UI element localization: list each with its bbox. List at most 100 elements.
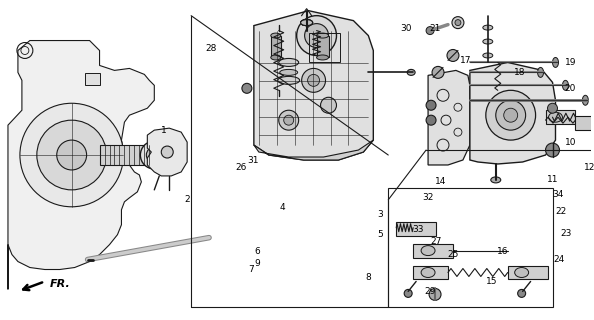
Circle shape xyxy=(321,97,336,113)
Text: 25: 25 xyxy=(447,250,459,259)
Ellipse shape xyxy=(421,246,435,256)
Text: 1: 1 xyxy=(162,126,167,135)
Circle shape xyxy=(20,103,124,207)
Ellipse shape xyxy=(271,55,281,60)
Circle shape xyxy=(429,288,441,300)
Text: 9: 9 xyxy=(254,259,260,268)
Circle shape xyxy=(279,110,299,130)
Text: 32: 32 xyxy=(422,193,434,202)
Text: 27: 27 xyxy=(430,237,442,246)
Circle shape xyxy=(426,27,434,35)
Polygon shape xyxy=(428,70,470,165)
Ellipse shape xyxy=(279,59,299,67)
Bar xyxy=(309,33,340,62)
Text: 8: 8 xyxy=(365,273,371,282)
Polygon shape xyxy=(254,140,373,160)
Text: 11: 11 xyxy=(546,175,558,184)
Circle shape xyxy=(296,16,336,55)
Text: 7: 7 xyxy=(248,265,254,274)
Circle shape xyxy=(284,115,293,125)
Text: 14: 14 xyxy=(435,177,447,187)
Text: 34: 34 xyxy=(552,190,563,199)
Ellipse shape xyxy=(271,33,281,38)
Polygon shape xyxy=(470,62,555,164)
Circle shape xyxy=(162,146,173,158)
Circle shape xyxy=(305,24,328,47)
Text: FR.: FR. xyxy=(50,279,71,289)
Circle shape xyxy=(37,120,106,190)
Circle shape xyxy=(496,100,526,130)
Ellipse shape xyxy=(301,20,312,26)
Text: 31: 31 xyxy=(247,156,258,164)
Text: 21: 21 xyxy=(429,24,441,33)
Ellipse shape xyxy=(483,53,493,58)
Text: 28: 28 xyxy=(206,44,217,53)
Polygon shape xyxy=(8,41,154,289)
Bar xyxy=(396,222,436,236)
Text: 2: 2 xyxy=(184,195,190,204)
Text: 12: 12 xyxy=(584,164,594,172)
Bar xyxy=(84,73,100,85)
Text: 24: 24 xyxy=(554,255,565,264)
Circle shape xyxy=(242,83,252,93)
Circle shape xyxy=(517,289,526,297)
Ellipse shape xyxy=(582,95,588,105)
Circle shape xyxy=(140,141,168,169)
Bar xyxy=(413,244,453,258)
Circle shape xyxy=(504,108,517,122)
Circle shape xyxy=(308,74,320,86)
Text: 20: 20 xyxy=(565,84,576,93)
Bar xyxy=(388,188,552,307)
Ellipse shape xyxy=(548,112,563,122)
Polygon shape xyxy=(147,128,187,176)
Text: 10: 10 xyxy=(565,138,576,147)
Text: 29: 29 xyxy=(424,287,436,296)
Polygon shape xyxy=(254,11,373,160)
Ellipse shape xyxy=(301,20,312,26)
Circle shape xyxy=(302,68,326,92)
Ellipse shape xyxy=(317,55,328,60)
Circle shape xyxy=(548,103,558,113)
Text: 19: 19 xyxy=(565,58,576,67)
Text: 6: 6 xyxy=(254,247,260,256)
Circle shape xyxy=(404,289,412,297)
Circle shape xyxy=(426,100,436,110)
Text: 23: 23 xyxy=(561,229,572,238)
Circle shape xyxy=(452,17,464,28)
Ellipse shape xyxy=(563,80,568,90)
Text: 18: 18 xyxy=(514,68,526,77)
Text: 16: 16 xyxy=(497,247,508,256)
Text: 5: 5 xyxy=(377,230,383,239)
Circle shape xyxy=(57,140,87,170)
Text: 22: 22 xyxy=(556,207,567,216)
Ellipse shape xyxy=(280,69,298,76)
Ellipse shape xyxy=(317,33,328,38)
Text: 26: 26 xyxy=(235,164,247,172)
Text: 3: 3 xyxy=(377,210,383,219)
Bar xyxy=(100,145,154,165)
Text: 17: 17 xyxy=(460,56,472,65)
Circle shape xyxy=(432,67,444,78)
Bar xyxy=(317,36,328,58)
Text: 30: 30 xyxy=(400,24,412,33)
Ellipse shape xyxy=(301,20,312,26)
Circle shape xyxy=(447,50,459,61)
Bar xyxy=(271,36,281,58)
Ellipse shape xyxy=(491,177,501,183)
Ellipse shape xyxy=(483,25,493,30)
Circle shape xyxy=(146,147,162,163)
Ellipse shape xyxy=(407,69,415,76)
Bar xyxy=(413,266,448,279)
Ellipse shape xyxy=(514,268,529,277)
Text: 4: 4 xyxy=(280,203,286,212)
Text: 33: 33 xyxy=(412,225,424,234)
Ellipse shape xyxy=(278,76,299,84)
Bar xyxy=(508,266,548,279)
Circle shape xyxy=(486,90,536,140)
Text: 15: 15 xyxy=(486,277,498,286)
Ellipse shape xyxy=(421,268,435,277)
Bar xyxy=(576,116,594,130)
Circle shape xyxy=(545,143,560,157)
Circle shape xyxy=(455,20,461,26)
Ellipse shape xyxy=(538,68,544,77)
